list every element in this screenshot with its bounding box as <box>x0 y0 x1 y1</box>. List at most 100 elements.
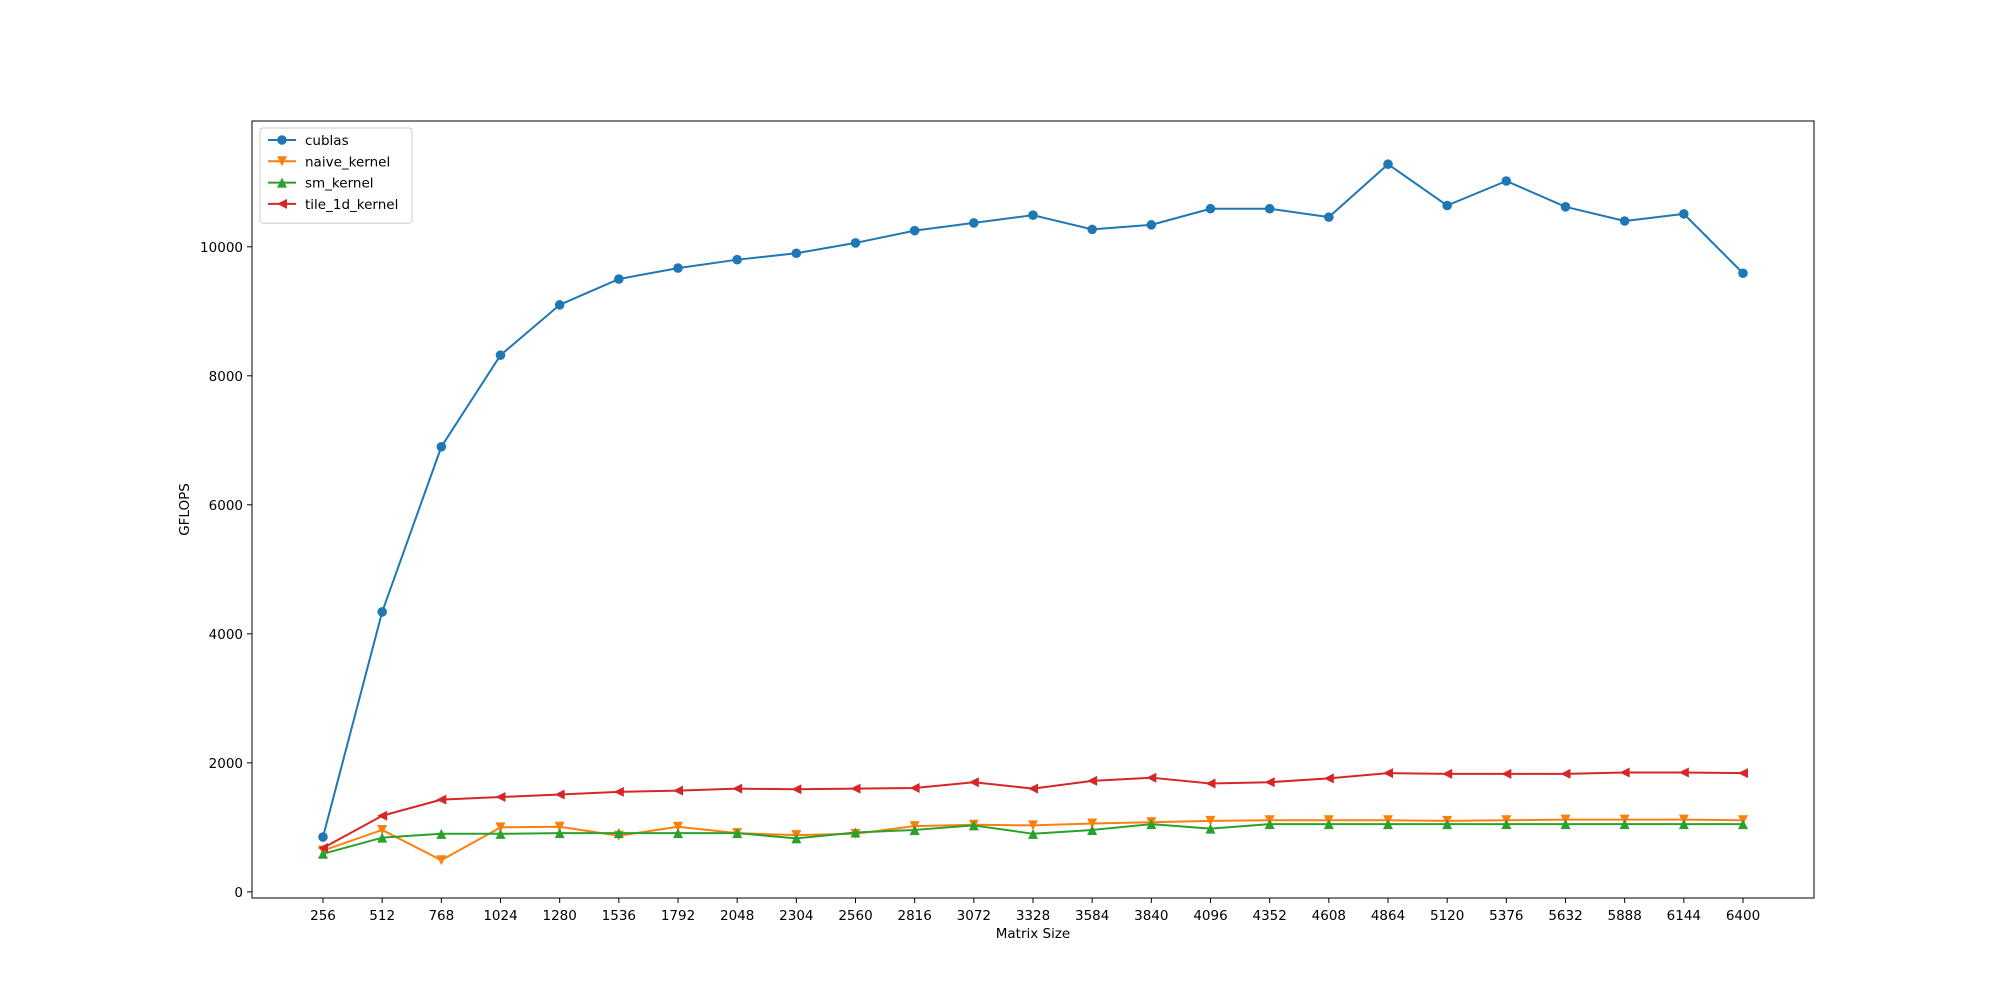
data-point-cublas <box>732 254 742 265</box>
data-point-cublas <box>318 832 328 842</box>
axes-layer: 256 512 768 1024 1280 1536 1792 2048 2304 2560 281… <box>177 120 1815 942</box>
data-point-cublas <box>614 274 624 284</box>
y-tick-label: 0 <box>234 885 243 901</box>
data-point-sm_kernel <box>968 820 979 831</box>
data-point-tile_1d_kernel <box>791 784 802 795</box>
data-point-cublas <box>1205 203 1216 214</box>
data-point-tile_1d_kernel <box>1560 768 1571 779</box>
data-point-sm_kernel <box>1678 819 1689 830</box>
data-point-cublas <box>1501 176 1512 186</box>
x-tick-label: 3584 <box>1075 908 1109 924</box>
data-point-tile_1d_kernel <box>1678 767 1689 778</box>
data-point-naive_kernel <box>377 824 388 835</box>
data-point-tile_1d_kernel <box>613 786 624 797</box>
y-tick-label: 2000 <box>209 756 243 772</box>
x-tick-label: 5888 <box>1607 908 1641 924</box>
legend-marker <box>277 135 287 145</box>
x-tick-label: 2816 <box>897 908 931 924</box>
x-tick-label: 3840 <box>1134 908 1168 924</box>
legend-marker <box>277 177 287 188</box>
data-point-tile_1d_kernel <box>1619 767 1630 778</box>
data-point-tile_1d_kernel <box>1738 768 1748 779</box>
data-point-tile_1d_kernel <box>1087 775 1098 786</box>
data-point-sm_kernel <box>732 828 743 839</box>
data-point-tile_1d_kernel <box>850 783 861 794</box>
data-point-tile_1d_kernel <box>673 785 683 796</box>
data-point-sm_kernel <box>495 828 506 839</box>
x-tick-label: 768 <box>428 908 454 924</box>
data-point-naive_kernel <box>436 855 447 866</box>
data-point-sm_kernel <box>554 828 565 839</box>
x-tick-label: 4096 <box>1193 908 1227 924</box>
legend-marker <box>277 198 287 209</box>
x-tick-label: 6144 <box>1667 908 1701 924</box>
data-point-tile_1d_kernel <box>495 792 506 803</box>
x-tick-label: 2304 <box>779 908 813 924</box>
legend-box <box>259 127 413 224</box>
data-point-sm_kernel <box>1442 819 1453 830</box>
x-tick-label: 3328 <box>1016 908 1050 924</box>
data-point-naive_kernel <box>1205 815 1216 826</box>
x-tick-label: 4352 <box>1252 908 1286 924</box>
legend-label: tile_1d_kernel <box>305 197 398 213</box>
data-point-tile_1d_kernel <box>1205 778 1216 789</box>
x-tick-label: 1536 <box>602 908 636 924</box>
legend: cublas naive_kernel sm_kernel tile_1d_kerne… <box>259 127 413 224</box>
data-point-tile_1d_kernel <box>377 810 388 821</box>
x-tick-label: 3072 <box>957 908 991 924</box>
x-tick-label: 256 <box>310 908 336 924</box>
data-point-tile_1d_kernel <box>436 794 447 805</box>
legend-label: naive_kernel <box>305 154 390 170</box>
data-point-sm_kernel <box>1383 819 1393 830</box>
y-tick-label: 8000 <box>209 369 243 385</box>
legend-item-sm_kernel: sm_kernel <box>268 176 374 192</box>
data-point-sm_kernel <box>1501 819 1512 830</box>
data-point-cublas <box>791 248 802 259</box>
data-point-tile_1d_kernel <box>318 843 328 854</box>
data-point-naive_kernel <box>1087 818 1098 829</box>
data-point-cublas <box>1146 220 1157 230</box>
data-point-tile_1d_kernel <box>554 789 565 800</box>
data-point-cublas <box>1028 210 1038 220</box>
data-point-sm_kernel <box>1738 819 1748 830</box>
y-axis-label: GFLOPS <box>177 483 193 536</box>
data-point-sm_kernel <box>436 828 447 839</box>
x-tick-label: 1792 <box>661 908 695 924</box>
data-point-tile_1d_kernel <box>1146 772 1157 783</box>
data-point-cublas <box>909 225 920 236</box>
data-point-cublas <box>377 607 387 617</box>
data-point-cublas <box>1264 203 1275 214</box>
data-point-tile_1d_kernel <box>1264 777 1275 788</box>
data-point-tile_1d_kernel <box>968 777 979 788</box>
x-tick-label: 5632 <box>1548 908 1582 924</box>
data-point-cublas <box>554 300 565 310</box>
x-tick-label: 1024 <box>483 908 517 924</box>
x-tick-label: 2560 <box>838 908 872 924</box>
x-tick-label: 512 <box>369 908 395 924</box>
data-point-sm_kernel <box>1087 824 1098 835</box>
data-point-tile_1d_kernel <box>1442 768 1453 779</box>
data-point-sm_kernel <box>1028 828 1038 839</box>
data-point-cublas <box>495 350 506 360</box>
data-point-tile_1d_kernel <box>1501 768 1512 779</box>
x-tick-label: 4608 <box>1312 908 1346 924</box>
data-point-sm_kernel <box>909 824 920 835</box>
data-point-sm_kernel <box>377 832 388 843</box>
data-point-tile_1d_kernel <box>1323 773 1334 784</box>
series-cublas <box>318 159 1748 842</box>
data-point-cublas <box>1087 224 1097 235</box>
data-point-sm_kernel <box>850 827 861 838</box>
data-point-sm_kernel <box>1264 819 1275 830</box>
data-point-cublas <box>1442 200 1452 211</box>
y-tick-label: 4000 <box>209 627 243 643</box>
series-sm_kernel <box>318 819 1748 859</box>
data-point-sm_kernel <box>613 828 624 839</box>
legend-marker <box>277 156 287 167</box>
data-point-cublas <box>1738 268 1748 279</box>
x-tick-label: 4864 <box>1371 908 1405 924</box>
x-tick-label: 5120 <box>1430 908 1464 924</box>
data-point-cublas <box>1619 216 1630 226</box>
data-point-cublas <box>1560 201 1571 212</box>
